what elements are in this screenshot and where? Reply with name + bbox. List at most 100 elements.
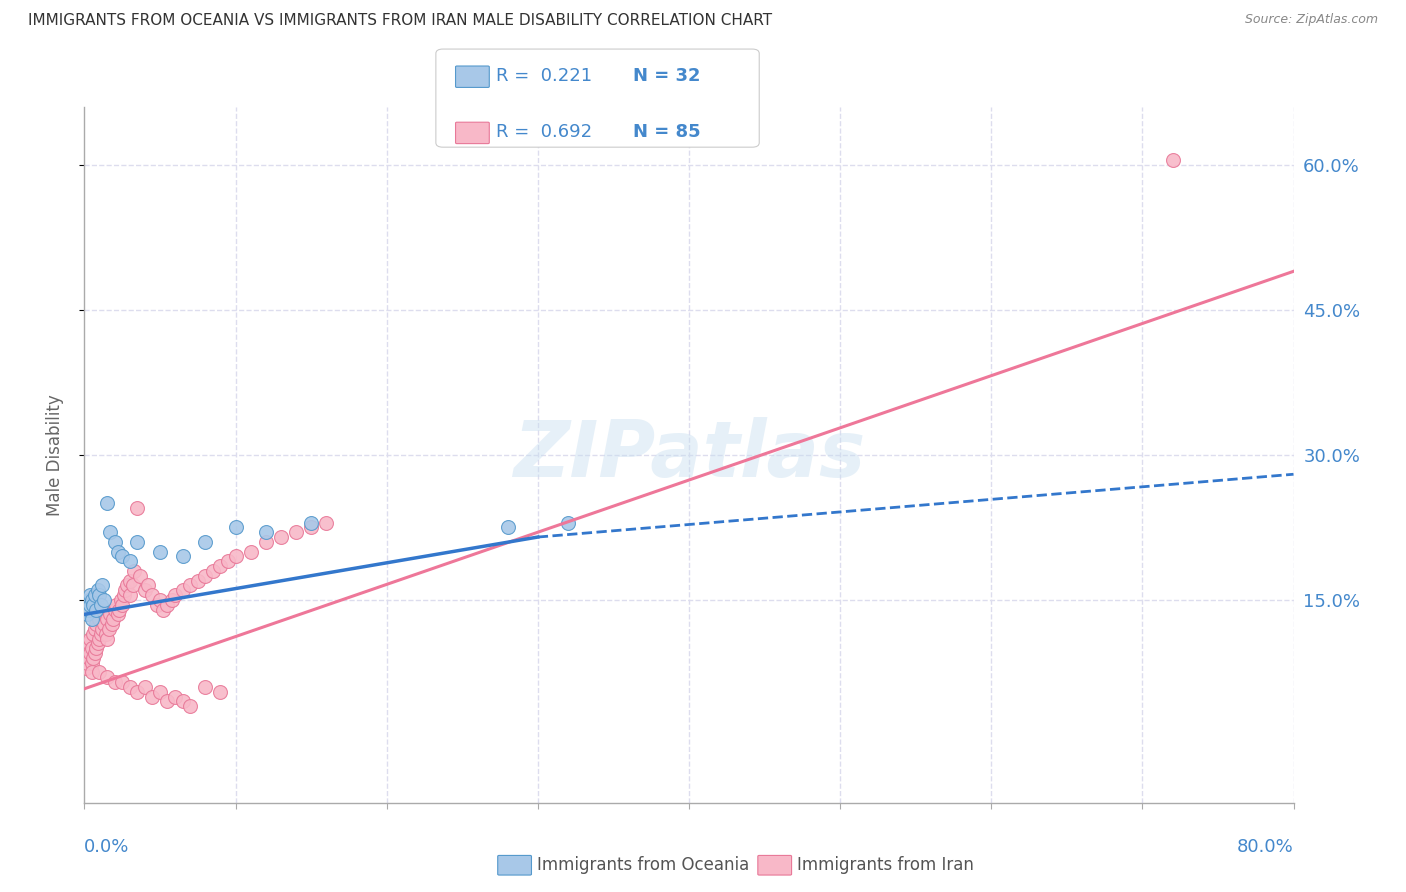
Point — [160, 592, 183, 607]
Point — [108, 602, 131, 616]
Point — [84, 622, 107, 636]
Point — [94, 626, 117, 640]
Point — [149, 684, 172, 698]
Point — [315, 516, 337, 530]
Point — [86, 641, 108, 656]
Point — [75, 660, 97, 674]
Point — [77, 602, 100, 616]
Point — [79, 598, 101, 612]
Point — [134, 583, 156, 598]
Point — [77, 636, 100, 650]
Point — [104, 534, 127, 549]
Point — [76, 641, 98, 656]
Point — [86, 617, 108, 632]
Point — [187, 574, 209, 588]
Point — [79, 588, 101, 602]
Point — [90, 602, 112, 616]
Point — [254, 525, 277, 540]
Point — [100, 617, 122, 632]
Point — [84, 646, 107, 660]
Point — [179, 578, 201, 592]
Point — [225, 520, 247, 534]
Point — [118, 574, 141, 588]
Point — [129, 568, 152, 582]
Point — [80, 612, 103, 626]
Point — [93, 592, 115, 607]
Point — [285, 525, 308, 540]
Point — [96, 496, 118, 510]
Point — [98, 607, 121, 622]
Point — [93, 617, 115, 632]
Text: R =  0.221: R = 0.221 — [496, 67, 592, 85]
Text: Immigrants from Oceania: Immigrants from Oceania — [537, 856, 749, 874]
Point — [79, 632, 101, 646]
Point — [172, 694, 194, 708]
Point — [152, 602, 174, 616]
Text: ZIPatlas: ZIPatlas — [513, 417, 865, 493]
Point — [194, 534, 217, 549]
Point — [75, 646, 97, 660]
Point — [115, 578, 138, 592]
Point — [136, 578, 159, 592]
Point — [127, 684, 149, 698]
Point — [239, 544, 262, 558]
Point — [96, 612, 118, 626]
Text: IMMIGRANTS FROM OCEANIA VS IMMIGRANTS FROM IRAN MALE DISABILITY CORRELATION CHAR: IMMIGRANTS FROM OCEANIA VS IMMIGRANTS FR… — [28, 13, 772, 29]
Point — [209, 559, 232, 574]
Point — [80, 641, 103, 656]
Point — [165, 588, 187, 602]
Point — [98, 525, 121, 540]
Point — [141, 588, 163, 602]
Point — [89, 632, 111, 646]
Point — [1161, 153, 1184, 168]
Point — [134, 680, 156, 694]
Point — [557, 516, 579, 530]
Point — [112, 588, 135, 602]
Point — [194, 568, 217, 582]
Point — [86, 602, 108, 616]
Text: N = 32: N = 32 — [633, 67, 700, 85]
Point — [90, 598, 112, 612]
Point — [80, 665, 103, 680]
Point — [299, 520, 322, 534]
Point — [194, 680, 217, 694]
Point — [118, 588, 141, 602]
Point — [141, 690, 163, 704]
Point — [96, 632, 118, 646]
Point — [77, 592, 100, 607]
Point — [146, 598, 169, 612]
Point — [121, 578, 143, 592]
Text: 80.0%: 80.0% — [1237, 838, 1294, 856]
Point — [87, 636, 110, 650]
Point — [149, 592, 172, 607]
Point — [75, 602, 97, 616]
Point — [165, 690, 187, 704]
Point — [149, 544, 172, 558]
Text: Immigrants from Iran: Immigrants from Iran — [797, 856, 974, 874]
Point — [107, 544, 129, 558]
Point — [91, 578, 114, 592]
Point — [80, 656, 103, 670]
Point — [84, 588, 107, 602]
Point — [87, 583, 110, 598]
Y-axis label: Male Disability: Male Disability — [45, 394, 63, 516]
Point — [80, 592, 103, 607]
Point — [127, 501, 149, 516]
Point — [90, 626, 112, 640]
Point — [156, 598, 179, 612]
Point — [114, 583, 136, 598]
Point — [156, 694, 179, 708]
Point — [111, 549, 134, 564]
Point — [104, 602, 127, 616]
Point — [79, 646, 101, 660]
Point — [127, 534, 149, 549]
Point — [496, 520, 519, 534]
Point — [209, 684, 232, 698]
Point — [89, 665, 111, 680]
Point — [82, 651, 104, 665]
Point — [82, 598, 104, 612]
Point — [172, 549, 194, 564]
Point — [104, 675, 127, 690]
Point — [76, 656, 98, 670]
Point — [270, 530, 292, 544]
